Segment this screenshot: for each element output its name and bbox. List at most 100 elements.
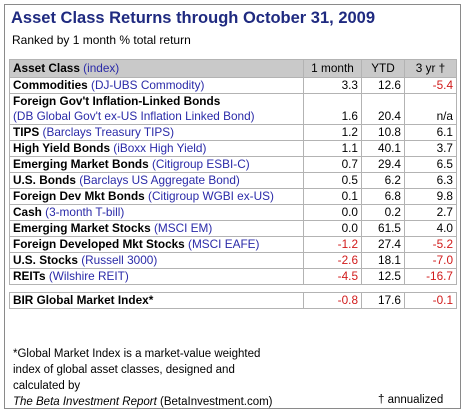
header-row: Asset Class (index) 1 month YTD 3 yr † (9, 59, 457, 78)
asset-class-name: Commodities (13, 78, 88, 93)
3yr-return: -5.2 (404, 236, 457, 253)
ytd-return: 29.4 (361, 156, 405, 173)
asset-class-cell: REITs (Wilshire REIT) (9, 268, 304, 285)
asset-class-name: Foreign Developed Mkt Stocks (13, 237, 185, 252)
ytd-return: 12.6 (361, 77, 405, 94)
month-return: 0.0 (303, 204, 362, 221)
asset-class-cell: Foreign Dev Mkt Bonds (Citigroup WGBI ex… (9, 188, 304, 205)
asset-class-index: (Citigroup ESBI-C) (151, 157, 250, 172)
asset-class-name: TIPS (13, 125, 40, 140)
ytd-return: 20.4 (361, 93, 405, 125)
ytd-return: 27.4 (361, 236, 405, 253)
asset-class-cell: Cash (3-month T-bill) (9, 204, 304, 221)
annualized-note: † annualized (378, 394, 444, 406)
footnote: *Global Market Index is a market-value w… (13, 348, 273, 408)
ytd-return: 6.2 (361, 172, 405, 189)
month-return: 1.2 (303, 124, 362, 141)
month-return: 0.5 (303, 172, 362, 189)
spacer-row (9, 284, 457, 293)
asset-class-index: (Barclays US Aggregate Bond) (79, 173, 240, 188)
asset-class-index: (DB Global Gov't ex-US Inflation Linked … (13, 109, 255, 123)
asset-class-name: U.S. Bonds (13, 173, 76, 188)
summary-name: BIR Global Market Index* (9, 292, 304, 309)
3yr-return: 4.0 (404, 220, 457, 237)
table-row: U.S. Stocks (Russell 3000) -2.6 18.1 -7.0 (9, 252, 457, 269)
page-subtitle: Ranked by 1 month % total return (12, 33, 191, 47)
month-return: 0.1 (303, 188, 362, 205)
month-return: 0.7 (303, 156, 362, 173)
ytd-return: 61.5 (361, 220, 405, 237)
asset-class-index: (Citigroup WGBI ex-US) (148, 189, 274, 204)
3yr-return: -5.4 (404, 77, 457, 94)
table-row: Foreign Gov't Inflation-Linked Bonds (DB … (9, 93, 457, 125)
asset-class-cell: Foreign Gov't Inflation-Linked Bonds (DB … (9, 93, 304, 125)
asset-class-index: (Russell 3000) (81, 253, 158, 268)
table-row: Cash (3-month T-bill) 0.0 0.2 2.7 (9, 204, 457, 221)
asset-class-cell: Commodities (DJ-UBS Commodity) (9, 77, 304, 94)
asset-class-name: Emerging Market Stocks (13, 221, 151, 236)
asset-class-name: High Yield Bonds (13, 141, 111, 156)
table-row: TIPS (Barclays Treasury TIPS) 1.2 10.8 6.1 (9, 124, 457, 141)
3yr-return: 2.7 (404, 204, 457, 221)
month-return: -1.2 (303, 236, 362, 253)
asset-class-name: Emerging Market Bonds (13, 157, 149, 172)
3yr-return: 3.7 (404, 140, 457, 157)
returns-table: Asset Class (index) 1 month YTD 3 yr † C… (9, 59, 457, 309)
month-return: -4.5 (303, 268, 362, 285)
publication-name: The Beta Investment Report (13, 396, 157, 408)
asset-class-name: Foreign Gov't Inflation-Linked Bonds (13, 94, 221, 109)
asset-class-index: (Barclays Treasury TIPS) (42, 125, 175, 140)
3yr-return: n/a (404, 93, 457, 125)
3yr-return: -7.0 (404, 252, 457, 269)
3yr-return: 6.3 (404, 172, 457, 189)
page-title: Asset Class Returns through October 31, … (11, 9, 376, 27)
month-return: 3.3 (303, 77, 362, 94)
ytd-return: 0.2 (361, 204, 405, 221)
summary-month-return: -0.8 (303, 292, 362, 309)
table-row: Foreign Dev Mkt Bonds (Citigroup WGBI ex… (9, 188, 457, 205)
table-row: High Yield Bonds (iBoxx High Yield) 1.1 40… (9, 140, 457, 157)
asset-class-cell: Emerging Market Stocks (MSCI EM) (9, 220, 304, 237)
table-row: U.S. Bonds (Barclays US Aggregate Bond) 0… (9, 172, 457, 189)
summary-row: BIR Global Market Index* -0.8 17.6 -0.1 (9, 292, 457, 309)
month-return: 0.0 (303, 220, 362, 237)
ytd-return: 18.1 (361, 252, 405, 269)
asset-class-name: U.S. Stocks (13, 253, 78, 268)
asset-class-cell: TIPS (Barclays Treasury TIPS) (9, 124, 304, 141)
asset-class-cell: U.S. Bonds (Barclays US Aggregate Bond) (9, 172, 304, 189)
summary-ytd-return: 17.6 (361, 292, 405, 309)
asset-class-index: (DJ-UBS Commodity) (91, 78, 205, 93)
asset-class-name: Foreign Dev Mkt Bonds (13, 189, 145, 204)
asset-class-index: (Wilshire REIT) (48, 269, 129, 284)
month-return: 1.1 (303, 140, 362, 157)
ytd-return: 10.8 (361, 124, 405, 141)
header-3-yr: 3 yr † (404, 59, 457, 78)
asset-class-index: (MSCI EAFE) (188, 237, 260, 252)
table-row: Foreign Developed Mkt Stocks (MSCI EAFE)… (9, 236, 457, 253)
asset-class-name: Cash (13, 205, 42, 220)
asset-class-index: (3-month T-bill) (45, 205, 125, 220)
table-row: REITs (Wilshire REIT) -4.5 12.5 -16.7 (9, 268, 457, 285)
ytd-return: 12.5 (361, 268, 405, 285)
header-ytd: YTD (361, 59, 405, 78)
header-asset-class: Asset Class (index) (9, 59, 304, 78)
month-return: 1.6 (303, 93, 362, 125)
table-row: Emerging Market Stocks (MSCI EM) 0.0 61.5 4… (9, 220, 457, 237)
3yr-return: 6.1 (404, 124, 457, 141)
ytd-return: 6.8 (361, 188, 405, 205)
header-1-month: 1 month (303, 59, 362, 78)
table-row: Emerging Market Bonds (Citigroup ESBI-C)… (9, 156, 457, 173)
ytd-return: 40.1 (361, 140, 405, 157)
asset-class-cell: Foreign Developed Mkt Stocks (MSCI EAFE) (9, 236, 304, 253)
asset-class-index: (iBoxx High Yield) (113, 141, 207, 156)
asset-class-cell: High Yield Bonds (iBoxx High Yield) (9, 140, 304, 157)
asset-class-cell: Emerging Market Bonds (Citigroup ESBI-C) (9, 156, 304, 173)
asset-class-index: (MSCI EM) (153, 221, 213, 236)
returns-panel: Asset Class Returns through October 31, … (4, 4, 461, 409)
asset-class-cell: U.S. Stocks (Russell 3000) (9, 252, 304, 269)
table-row: Commodities (DJ-UBS Commodity) 3.3 12.6 -5.… (9, 77, 457, 94)
summary-3yr-return: -0.1 (404, 292, 457, 309)
asset-class-name: REITs (13, 269, 46, 284)
3yr-return: 9.8 (404, 188, 457, 205)
3yr-return: 6.5 (404, 156, 457, 173)
